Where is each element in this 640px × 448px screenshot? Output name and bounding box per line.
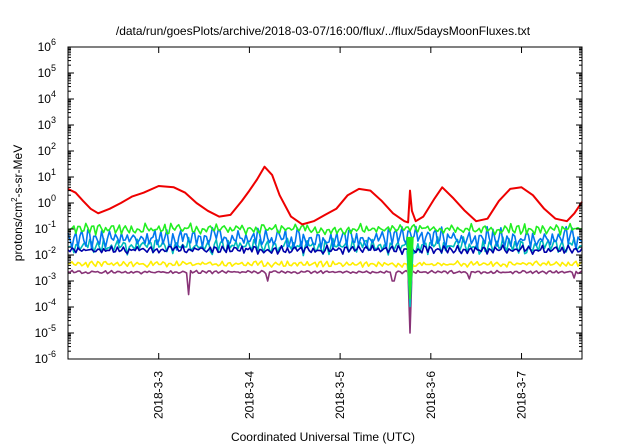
y-tick-label-exp: -3	[48, 271, 56, 281]
y-tick-label: 105	[38, 63, 56, 80]
y-tick-label-base: 10	[35, 352, 49, 366]
y-tick-label: 103	[38, 115, 56, 132]
x-tick-label: 2018-3-3	[152, 371, 166, 419]
y-tick-label-exp: -5	[48, 323, 56, 333]
y-axis-label: protons/cm2-s-sr-MeV	[10, 145, 25, 261]
y-tick-label-exp: 0	[51, 193, 56, 203]
y-tick-label-base: 10	[35, 326, 49, 340]
y-tick-label-exp: 6	[51, 37, 56, 47]
y-tick-label: 10-3	[35, 271, 56, 288]
y-tick-label: 10-1	[35, 219, 56, 236]
y-tick-label-exp: -6	[48, 349, 56, 359]
y-tick-label-exp: 1	[51, 167, 56, 177]
y-tick-label-exp: -2	[48, 245, 56, 255]
y-tick-label: 102	[38, 141, 56, 158]
plot-area	[67, 165, 583, 334]
y-tick-label-base: 10	[38, 66, 52, 80]
y-tick-label-base: 10	[35, 222, 49, 236]
y-tick-label-exp: 5	[51, 63, 56, 73]
y-tick-label: 10-5	[35, 323, 56, 340]
y-tick-label-exp: 2	[51, 141, 56, 151]
y-tick-label: 10-4	[35, 297, 56, 314]
x-tick-label: 2018-3-6	[424, 371, 438, 419]
chart-title: /data/run/goesPlots/archive/2018-03-07/1…	[116, 24, 531, 38]
x-tick-label: 2018-3-7	[515, 371, 529, 419]
series-line-5	[67, 260, 583, 268]
y-tick-label: 104	[38, 89, 56, 106]
y-axis-label-base: protons/cm	[11, 202, 25, 261]
y-tick-label: 10-2	[35, 245, 56, 262]
y-tick-label: 101	[38, 167, 56, 184]
spike-mark-2	[406, 236, 414, 300]
y-tick-label-exp: -1	[48, 219, 56, 229]
series-line-2	[67, 225, 583, 251]
y-axis: 10-610-510-410-310-210-11001011021031041…	[35, 37, 582, 366]
x-tick-label: 2018-3-4	[242, 371, 256, 419]
y-axis-label-rest: -s-sr-MeV	[11, 145, 25, 198]
series-line-0	[67, 165, 583, 226]
y-tick-label-base: 10	[38, 144, 52, 158]
y-tick-label-exp: -4	[48, 297, 56, 307]
x-tick-label: 2018-3-5	[333, 371, 347, 419]
y-tick-label-base: 10	[35, 248, 49, 262]
y-tick-label: 100	[38, 193, 56, 210]
y-tick-label-base: 10	[38, 92, 52, 106]
plot-frame	[67, 46, 583, 360]
y-tick-label-base: 10	[38, 196, 52, 210]
y-tick-label-base: 10	[35, 274, 49, 288]
series-line-4	[67, 244, 583, 256]
y-tick-label-base: 10	[38, 40, 52, 54]
y-tick-label-base: 10	[35, 300, 49, 314]
y-axis-label-sup: 2	[10, 197, 19, 202]
y-tick-label-exp: 3	[51, 115, 56, 125]
y-tick-label-exp: 4	[51, 89, 56, 99]
x-axis-label: Coordinated Universal Time (UTC)	[231, 430, 415, 444]
y-tick-label-base: 10	[38, 170, 52, 184]
series-line-6	[67, 269, 583, 334]
y-tick-label-base: 10	[38, 118, 52, 132]
y-tick-label: 106	[38, 37, 56, 54]
y-tick-label: 10-6	[35, 349, 56, 366]
x-axis: 2018-3-3 2018-3-4 2018-3-5 2018-3-6 2018-3-7	[152, 47, 529, 419]
series-line-1	[67, 222, 583, 236]
